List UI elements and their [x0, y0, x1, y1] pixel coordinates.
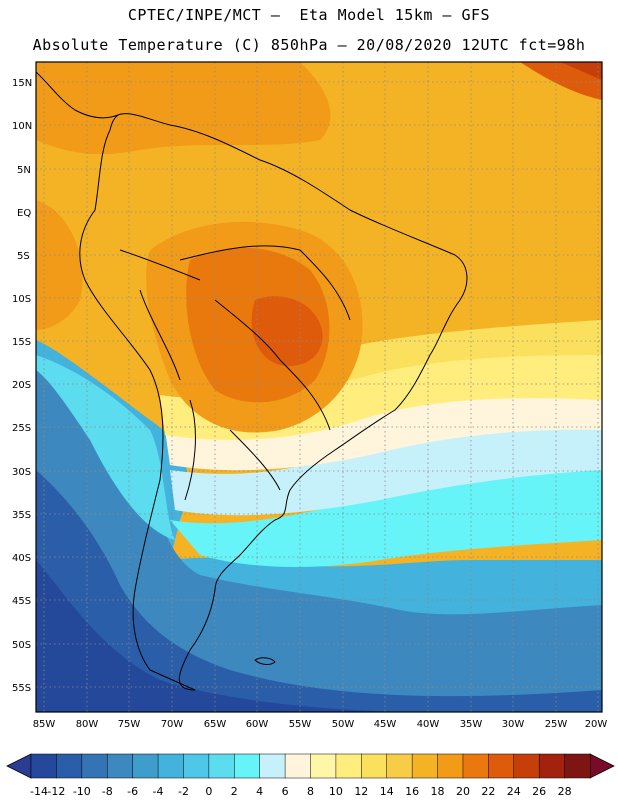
map-title-line-1: CPTEC/INPE/MCT – Eta Model 15km – GFS: [127, 6, 491, 24]
colorbar-swatch: [259, 753, 286, 779]
colorbar-swatch: [462, 753, 490, 779]
lon-tick-label: 70W: [161, 719, 184, 730]
colorbar: -14 -12 -10 -8 -6 -4 -2 0 2 4 6 8 10 12 14 16 18 20 22 24 26…: [6, 753, 615, 798]
latitude-labels: 15N 10N 5N EQ 5S 10S 15S 20S 25S 30S 35S…: [12, 78, 32, 694]
colorbar-label: 16: [405, 785, 419, 798]
colorbar-label: -12: [47, 785, 65, 798]
colorbar-label: -4: [153, 785, 164, 798]
colorbar-swatch: [106, 753, 134, 779]
lat-tick-label: 40S: [12, 553, 31, 564]
colorbar-swatch: [56, 753, 83, 779]
colorbar-swatch: [437, 753, 464, 779]
lon-tick-label: 40W: [417, 719, 440, 730]
colorbar-swatch: [310, 753, 337, 779]
lat-tick-label: 35S: [12, 510, 31, 521]
colorbar-swatch: [208, 753, 235, 779]
lon-tick-label: 45W: [374, 719, 397, 730]
central-america-coastline: [36, 71, 119, 119]
lon-tick-label: 35W: [460, 719, 483, 730]
lon-tick-label: 30W: [502, 719, 525, 730]
lon-tick-label: 85W: [33, 719, 56, 730]
colorbar-label: -6: [127, 785, 138, 798]
colorbar-swatch: [538, 753, 566, 779]
colorbar-label: 8: [307, 785, 314, 798]
colorbar-swatch: [183, 753, 210, 779]
map-title-line-2: Absolute Temperature (C) 850hPa – 20/08/…: [32, 36, 586, 54]
colorbar-label: 18: [431, 785, 445, 798]
lat-tick-label: 15S: [12, 337, 31, 348]
lat-tick-label: 45S: [12, 596, 31, 607]
andes-border: [119, 249, 201, 381]
lon-tick-label: 50W: [332, 719, 355, 730]
lat-tick-label: 10N: [12, 121, 32, 132]
colorbar-swatch: [513, 753, 540, 779]
lat-tick-label: 50S: [12, 640, 31, 651]
colorbar-label: -8: [102, 785, 113, 798]
colorbar-swatch: [132, 753, 159, 779]
colorbar-label: 10: [329, 785, 343, 798]
colorbar-swatch: [488, 753, 515, 779]
lon-tick-label: 75W: [118, 719, 141, 730]
colorbar-label: 22: [481, 785, 495, 798]
colorbar-label: 20: [456, 785, 470, 798]
colorbar-label: 12: [354, 785, 368, 798]
south-america-coastline: [79, 113, 468, 691]
lat-tick-label: 30S: [12, 467, 31, 478]
colorbar-label: 0: [205, 785, 212, 798]
colorbar-label: -10: [73, 785, 91, 798]
temperature-field: [36, 62, 602, 712]
lat-tick-label: 15N: [12, 78, 32, 89]
colorbar-label: 28: [558, 785, 572, 798]
lon-tick-label: 65W: [204, 719, 227, 730]
lat-tick-label: 20S: [12, 380, 31, 391]
colorbar-swatch: [386, 753, 413, 779]
lat-tick-label: 55S: [12, 683, 31, 694]
lat-tick-label: 10S: [12, 294, 31, 305]
colorbar-swatch: [284, 753, 312, 779]
colorbar-high-arrow: [589, 753, 615, 779]
colorbar-low-arrow: [6, 753, 32, 779]
colorbar-swatch: [564, 753, 591, 779]
colorbar-swatch: [81, 753, 108, 779]
lat-tick-label: EQ: [17, 208, 31, 219]
lat-tick-label: 25S: [12, 423, 31, 434]
colorbar-label: 26: [532, 785, 546, 798]
coastlines: [36, 71, 468, 691]
lat-tick-label: 5N: [17, 165, 31, 176]
colorbar-swatch: [361, 753, 388, 779]
lat-tick-label: 5S: [17, 251, 30, 262]
longitude-labels: 85W 80W 75W 70W 65W 60W 55W 50W 45W 40W …: [33, 719, 608, 730]
lon-tick-label: 20W: [585, 719, 608, 730]
colorbar-swatch: [157, 753, 185, 779]
brazil-border: [179, 245, 351, 431]
map-frame: [35, 61, 603, 713]
lon-tick-label: 55W: [289, 719, 312, 730]
colorbar-label: 2: [231, 785, 238, 798]
colorbar-swatch: [234, 753, 261, 779]
graticule: [36, 62, 602, 712]
lon-tick-label: 60W: [246, 719, 269, 730]
colorbar-label: -14: [30, 785, 48, 798]
colorbar-label: 6: [282, 785, 289, 798]
lon-tick-label: 80W: [76, 719, 99, 730]
colorbar-label: 4: [256, 785, 263, 798]
colorbar-swatch: [30, 753, 58, 779]
colorbar-swatch: [335, 753, 362, 779]
lon-tick-label: 25W: [545, 719, 568, 730]
colorbar-label: 24: [507, 785, 521, 798]
colorbar-swatch: [411, 753, 439, 779]
colorbar-label: -2: [178, 785, 189, 798]
colorbar-label: 14: [380, 785, 394, 798]
falklands: [254, 657, 276, 665]
argentina-border: [184, 399, 281, 501]
